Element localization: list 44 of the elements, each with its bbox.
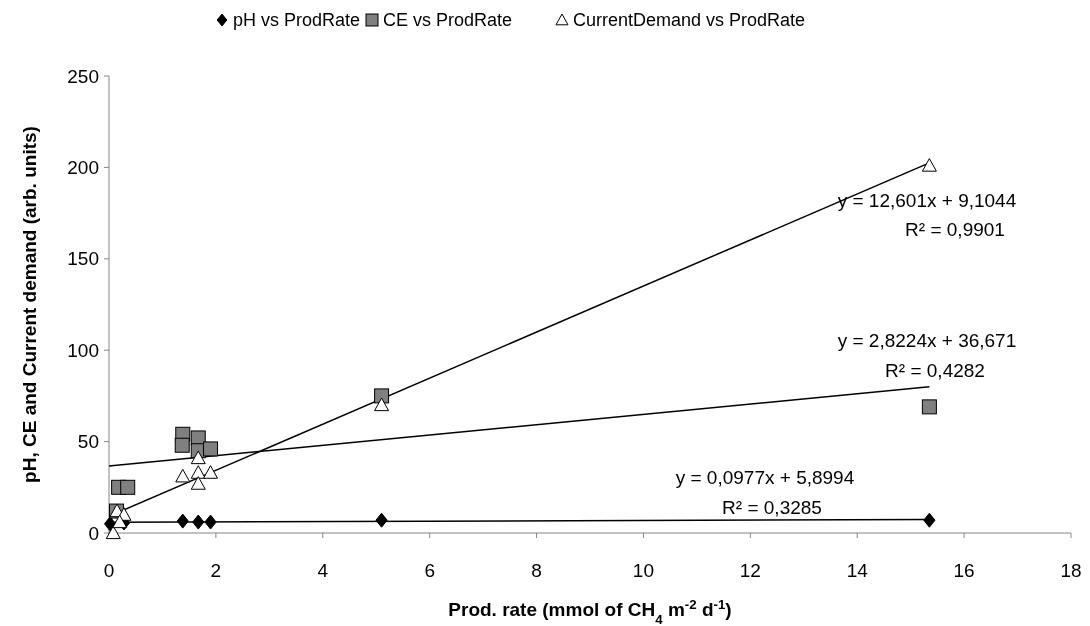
point [105, 525, 121, 540]
annotation: y = 2,8224x + 36,671 [837, 329, 1017, 351]
point [374, 397, 390, 412]
x-tick-label: 6 [424, 560, 435, 581]
point [120, 479, 136, 495]
point [921, 399, 937, 415]
legend-label: CE vs ProdRate [383, 10, 513, 31]
point [175, 468, 191, 483]
point [112, 514, 128, 529]
y-tick-label: 50 [77, 431, 99, 453]
point [176, 513, 189, 529]
point [190, 465, 206, 479]
x-tick-label: 12 [739, 560, 761, 581]
point [192, 514, 205, 530]
point [203, 441, 219, 457]
point [921, 158, 937, 172]
x-tick-label: 2 [210, 560, 222, 581]
x-axis-title: Prod. rate (mmol of CH$_{4}$ m$^{-2}$ d$^{-1}$) [448, 596, 732, 626]
x-tick-label: 16 [953, 560, 975, 581]
y-tick-label: 150 [67, 248, 99, 270]
x-tick-label: 14 [846, 560, 869, 581]
x-tick-label: 0 [103, 560, 115, 581]
legend-label: CurrentDemand vs ProdRate [573, 10, 806, 31]
y-tick-label: 100 [67, 339, 99, 361]
y-tick-label: 250 [67, 65, 99, 87]
point [190, 450, 206, 465]
point [190, 476, 206, 490]
annotation: R² = 0,9901 [905, 218, 1005, 240]
point [203, 465, 219, 479]
x-tick-label: 18 [1060, 560, 1082, 581]
y-tick-label: 200 [67, 157, 99, 179]
annotation: R² = 0,4282 [885, 359, 985, 381]
point [174, 437, 190, 453]
x-tick-label: 10 [632, 560, 655, 581]
point [204, 514, 217, 530]
x-tick-label: 8 [531, 560, 542, 581]
annotation: y = 0,0977x + 5,8994 [675, 466, 855, 488]
x-tick-label: 4 [317, 560, 329, 581]
y-tick-label: 0 [88, 522, 99, 544]
y-axis-title: pH, CE and Current demand (arb. units) [19, 126, 40, 483]
point [923, 512, 936, 528]
legend-label: pH vs ProdRate [233, 10, 361, 31]
annotation: R² = 0,3285 [722, 496, 822, 518]
point [375, 512, 388, 528]
